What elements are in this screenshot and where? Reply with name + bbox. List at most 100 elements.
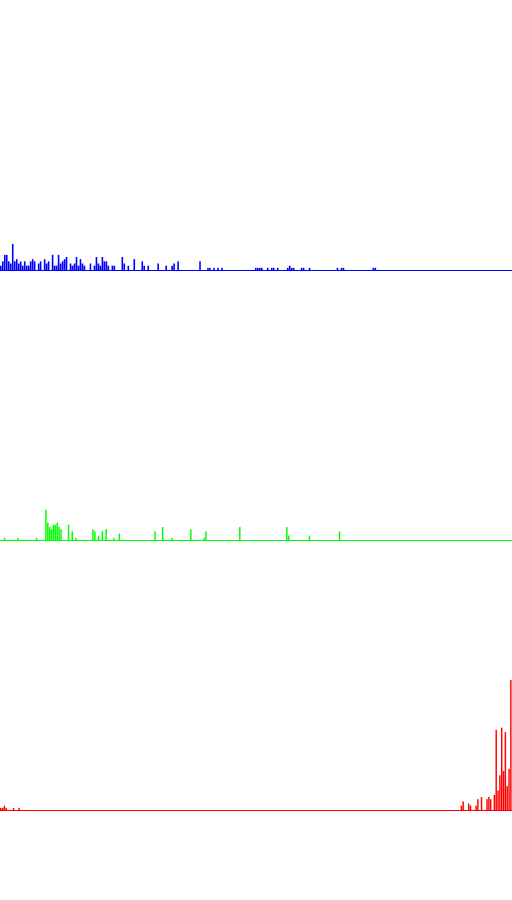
blue-bar xyxy=(19,261,22,270)
blue-bar xyxy=(103,261,106,270)
blue-bar xyxy=(141,261,144,270)
green-bar xyxy=(171,537,173,540)
blue-bar xyxy=(342,267,345,270)
green-bar xyxy=(71,531,74,540)
blue-bar xyxy=(302,267,305,270)
blue-bar xyxy=(127,265,130,270)
blue-bar xyxy=(21,265,24,270)
blue-bar xyxy=(258,267,261,270)
green-bar xyxy=(190,529,192,540)
red-bar xyxy=(480,797,483,810)
blue-bar xyxy=(37,263,40,270)
red-bar xyxy=(0,807,2,810)
red-bar xyxy=(477,799,479,810)
blue-bar xyxy=(374,267,377,270)
blue-bar xyxy=(57,254,60,270)
green-bar xyxy=(58,527,60,540)
blue-bar xyxy=(83,265,86,270)
blue-bar xyxy=(59,263,62,270)
green-bar xyxy=(105,529,107,540)
blue-bar xyxy=(5,254,8,270)
blue-bar xyxy=(257,267,259,270)
green-bar xyxy=(35,537,38,540)
blue-bar xyxy=(372,267,375,270)
blue-bar xyxy=(105,261,108,270)
blue-bar xyxy=(97,263,100,270)
blue-bar xyxy=(61,261,64,270)
blue-bar xyxy=(292,267,295,270)
blue-bar xyxy=(71,265,74,270)
green-bar xyxy=(60,529,62,540)
blue-bar xyxy=(171,265,173,270)
blue-bar xyxy=(63,259,66,270)
blue-bar xyxy=(308,267,311,270)
blue-bar xyxy=(47,261,50,270)
blue-bar xyxy=(290,267,293,270)
blue-bar xyxy=(101,257,104,270)
red-channel-histogram xyxy=(0,680,512,811)
blue-bar xyxy=(217,267,219,270)
red-bar xyxy=(460,805,463,810)
red-bar xyxy=(475,805,477,810)
red-bar xyxy=(500,727,503,810)
red-bar xyxy=(493,794,496,810)
blue-bar xyxy=(143,265,146,270)
green-bar xyxy=(118,533,121,540)
blue-bar xyxy=(79,259,82,270)
green-bar xyxy=(48,527,51,540)
blue-bar xyxy=(39,261,42,270)
blue-bar xyxy=(266,267,269,270)
blue-bar xyxy=(276,267,279,270)
blue-bar xyxy=(113,265,116,270)
red-bar xyxy=(3,805,6,810)
blue-bar xyxy=(123,263,126,270)
red-bar xyxy=(488,797,490,810)
red-bar xyxy=(462,801,464,810)
blue-bar xyxy=(25,265,28,270)
blue-bar xyxy=(89,263,92,270)
green-bar xyxy=(239,527,241,540)
green-bar xyxy=(97,535,100,540)
red-bar xyxy=(5,807,7,810)
green-bar xyxy=(52,524,55,540)
blue-bar xyxy=(81,263,84,270)
red-bar xyxy=(12,807,15,810)
green-bar xyxy=(16,537,19,540)
blue-bar xyxy=(53,265,56,270)
blue-bar xyxy=(27,265,30,270)
blue-bar xyxy=(45,263,48,270)
blue-bar xyxy=(221,267,223,270)
blue-bar xyxy=(17,263,20,270)
green-bar xyxy=(286,527,288,540)
blue-bar xyxy=(65,257,68,270)
blue-bar xyxy=(33,261,36,270)
green-bar xyxy=(101,531,104,540)
green-bar xyxy=(94,531,96,540)
green-bar xyxy=(205,531,207,540)
green-bar xyxy=(75,537,77,540)
red-bar xyxy=(504,732,507,810)
blue-bar xyxy=(55,265,58,270)
blue-bar xyxy=(121,257,124,270)
red-bar xyxy=(469,805,472,810)
red-bar xyxy=(495,729,497,810)
green-bar xyxy=(45,509,47,540)
blue-bar xyxy=(73,263,76,270)
blue-bar xyxy=(31,259,34,270)
blue-bar xyxy=(288,265,291,270)
blue-bar xyxy=(209,267,211,270)
green-bar xyxy=(92,529,94,540)
green-bar xyxy=(112,537,115,540)
blue-bar xyxy=(77,265,80,270)
blue-bar xyxy=(9,263,12,270)
green-bar xyxy=(288,535,290,540)
green-bar xyxy=(50,529,53,540)
blue-bar xyxy=(199,261,201,270)
blue-bar xyxy=(340,267,343,270)
blue-bar xyxy=(286,267,289,270)
blue-channel-histogram xyxy=(0,244,512,271)
blue-bar xyxy=(29,261,32,270)
red-bar xyxy=(506,786,508,810)
red-bar xyxy=(486,799,488,810)
green-bar xyxy=(56,522,58,540)
